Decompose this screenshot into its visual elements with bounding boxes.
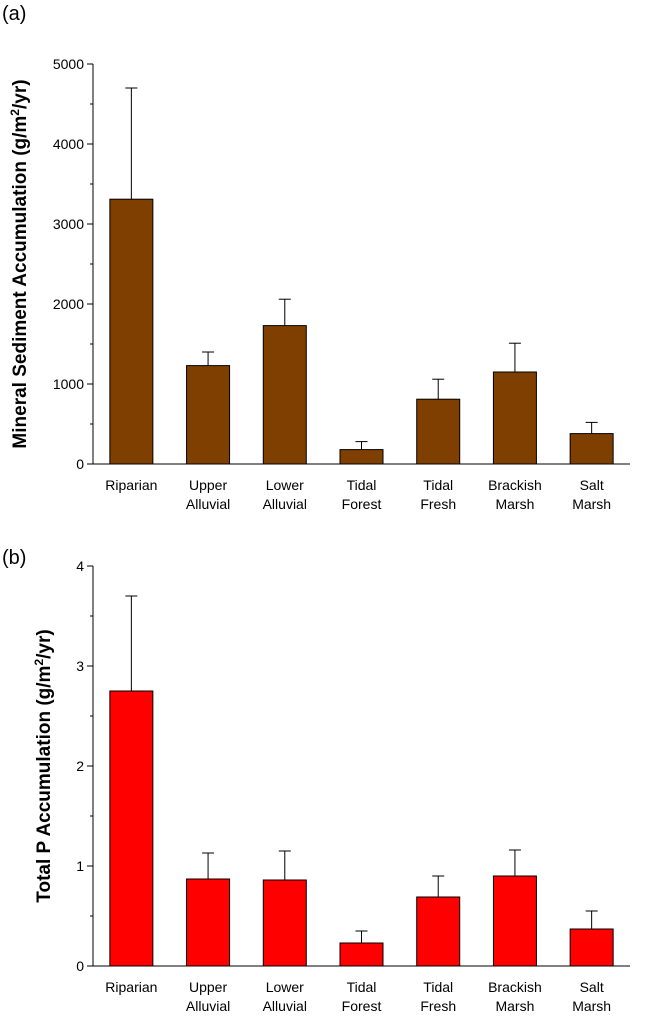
x-tick-label-line: Lower <box>266 979 304 995</box>
y-tick-label-a: 3000 <box>53 216 84 232</box>
plot-area-a: 0 1000 2000 3000 4000 5000 Riparian Upper Alluvi… <box>53 56 630 512</box>
y-axis-label-a-end: /yr) <box>10 79 31 109</box>
bar-a <box>186 365 231 465</box>
y-axis-label-a-sup: 2 <box>8 109 22 116</box>
y-tick-label-a: 0 <box>76 456 84 472</box>
x-tick-label-a: Riparian <box>105 477 157 493</box>
y-tick-label-a: 4000 <box>53 136 84 152</box>
x-tick-label-line: Alluvial <box>263 496 307 512</box>
x-tick-label-line: Riparian <box>105 979 157 995</box>
x-tick-label-line: Upper <box>189 477 227 493</box>
x-tick-label-b: Tidal Fresh <box>420 979 456 1014</box>
x-tick-label-a: Brackish Marsh <box>488 477 542 512</box>
y-axis-label-b: Total P Accumulation (g/m2/yr) <box>32 629 55 902</box>
plot-area-b: 0 1 2 3 4 Riparian Upper Alluvial Lower Alluvial T… <box>76 558 630 1014</box>
x-tick-label-line: Riparian <box>105 477 157 493</box>
x-tick-label-b: Lower Alluvial <box>263 979 307 1014</box>
panel-label-b: (b) <box>2 547 26 569</box>
y-tick-label-b: 4 <box>76 558 84 574</box>
y-tick-label-a: 5000 <box>53 56 84 72</box>
y-tick-label-b: 3 <box>76 658 84 674</box>
bar-a <box>492 371 537 465</box>
x-tick-label-line: Forest <box>342 496 382 512</box>
x-tick-label-line: Alluvial <box>186 496 230 512</box>
x-tick-label-line: Marsh <box>572 998 611 1014</box>
bar-b <box>339 942 384 967</box>
x-tick-label-b: Brackish Marsh <box>488 979 542 1014</box>
bar-b <box>569 928 614 967</box>
y-axis-label-a-main: Mineral Sediment Accumulation (g/m <box>10 116 31 449</box>
x-tick-label-line: Marsh <box>572 496 611 512</box>
y-tick-label-a: 2000 <box>53 296 84 312</box>
x-tick-label-line: Marsh <box>495 998 534 1014</box>
x-tick-label-line: Brackish <box>488 979 542 995</box>
bar-a <box>109 198 154 465</box>
bar-a <box>262 325 307 465</box>
bar-b <box>186 878 231 967</box>
y-axis-label-b-end: /yr) <box>34 629 55 659</box>
x-tick-label-b: Tidal Forest <box>342 979 382 1014</box>
panel-label-a: (a) <box>2 3 26 25</box>
x-tick-label-b: Riparian <box>105 979 157 995</box>
y-tick-label-b: 1 <box>76 858 84 874</box>
bar-b <box>416 896 461 967</box>
x-tick-label-line: Tidal <box>347 979 377 995</box>
x-tick-label-line: Tidal <box>347 477 377 493</box>
panel-b: (b) Total P Accumulation (g/m2/yr) 01234… <box>2 547 630 1014</box>
x-tick-label-a: Upper Alluvial <box>186 477 230 512</box>
panel-a: (a) Mineral Sediment Accumulation (g/m2/… <box>2 3 630 512</box>
bar-a <box>416 398 461 465</box>
x-tick-label-line: Brackish <box>488 477 542 493</box>
x-tick-label-line: Upper <box>189 979 227 995</box>
y-tick-label-b: 0 <box>76 958 84 974</box>
y-axis-label-b-main: Total P Accumulation (g/m <box>34 666 55 903</box>
x-tick-label-line: Forest <box>342 998 382 1014</box>
x-tick-label-line: Salt <box>580 477 604 493</box>
x-tick-label-line: Marsh <box>495 496 534 512</box>
x-tick-label-line: Tidal <box>423 979 453 995</box>
x-tick-label-a: Salt Marsh <box>572 477 611 512</box>
y-tick-label-b: 2 <box>76 758 84 774</box>
x-tick-label-line: Salt <box>580 979 604 995</box>
bar-a <box>569 433 614 465</box>
x-tick-label-a: Tidal Fresh <box>420 477 456 512</box>
x-tick-label-b: Upper Alluvial <box>186 979 230 1014</box>
bar-b <box>492 875 537 967</box>
bar-a <box>339 449 384 465</box>
bar-b <box>262 879 307 967</box>
x-tick-label-line: Alluvial <box>263 998 307 1014</box>
bar-b <box>109 690 154 967</box>
x-tick-label-line: Alluvial <box>186 998 230 1014</box>
y-axis-label-a: Mineral Sediment Accumulation (g/m2/yr) <box>8 79 31 448</box>
x-tick-label-a: Tidal Forest <box>342 477 382 512</box>
x-tick-label-b: Salt Marsh <box>572 979 611 1014</box>
x-tick-label-line: Lower <box>266 477 304 493</box>
x-tick-label-line: Tidal <box>423 477 453 493</box>
x-tick-label-line: Fresh <box>420 496 456 512</box>
y-tick-label-a: 1000 <box>53 376 84 392</box>
x-tick-label-line: Fresh <box>420 998 456 1014</box>
x-tick-label-a: Lower Alluvial <box>263 477 307 512</box>
y-axis-label-b-sup: 2 <box>32 659 46 666</box>
